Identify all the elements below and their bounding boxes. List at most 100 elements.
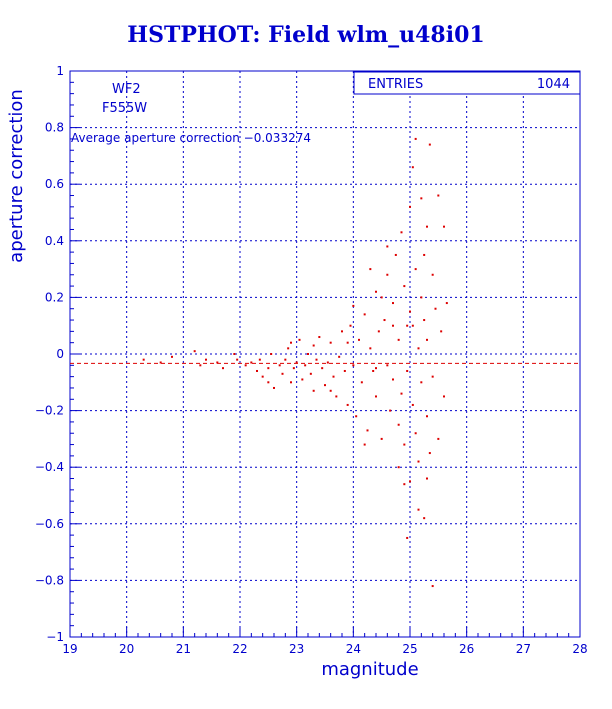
data-point (244, 364, 247, 367)
x-tick-label: 25 (402, 642, 417, 656)
data-point (332, 375, 335, 378)
data-point (312, 344, 315, 347)
data-point (281, 372, 284, 375)
data-point (423, 517, 426, 520)
data-point (295, 361, 298, 364)
stats-entries-label: ENTRIES (368, 77, 423, 92)
data-point (417, 460, 420, 463)
data-point (318, 336, 321, 339)
data-point (270, 353, 273, 355)
data-point (250, 361, 253, 364)
data-point (363, 313, 366, 316)
data-point (426, 225, 428, 228)
data-point (349, 324, 352, 327)
data-point (409, 310, 411, 313)
x-tick-label: 22 (232, 642, 247, 656)
average-annotation: Average aperture correction −0.033274 (71, 131, 311, 145)
data-point (386, 245, 389, 248)
data-point (375, 367, 377, 370)
data-point (346, 403, 349, 406)
data-point (142, 358, 145, 361)
y-tick-label: 0.8 (45, 121, 64, 135)
data-point (312, 389, 315, 392)
data-point (256, 369, 258, 372)
data-point (309, 372, 312, 375)
data-point (386, 364, 389, 367)
data-point (434, 307, 437, 310)
data-point (420, 197, 423, 200)
data-point (443, 225, 445, 228)
data-point (216, 361, 219, 364)
data-point (411, 403, 414, 406)
data-point (389, 409, 392, 412)
data-point (431, 585, 434, 588)
data-point (273, 386, 275, 389)
data-point (343, 369, 346, 372)
y-tick-label: −1 (46, 630, 64, 644)
data-point (372, 369, 375, 372)
x-axis-label: magnitude (321, 659, 418, 680)
x-tick-label: 24 (346, 642, 361, 656)
data-point (193, 350, 196, 353)
data-point (426, 477, 428, 480)
x-tick-label: 28 (572, 642, 587, 656)
data-point (236, 358, 239, 361)
data-point (397, 466, 400, 469)
y-tick-label: 0.6 (45, 177, 64, 191)
data-point (298, 338, 301, 341)
data-point (406, 369, 409, 372)
data-point (267, 381, 270, 384)
data-point (159, 361, 162, 364)
y-tick-label: 1 (56, 64, 64, 78)
data-point (304, 364, 307, 367)
data-point (426, 338, 428, 341)
data-point (403, 443, 406, 446)
data-point (403, 285, 406, 288)
data-point (326, 361, 329, 364)
data-point (341, 330, 343, 333)
data-point (377, 330, 380, 333)
data-point (417, 508, 420, 511)
data-point (366, 429, 369, 432)
data-point (397, 423, 400, 426)
data-point (423, 319, 426, 322)
data-point (445, 302, 448, 305)
data-point (258, 358, 261, 361)
data-point (400, 392, 403, 395)
data-point (431, 273, 434, 276)
data-point (428, 143, 431, 146)
data-point (278, 364, 281, 367)
data-point (171, 355, 173, 358)
y-tick-label: −0.8 (35, 573, 64, 587)
chart-title: HSTPHOT: Field wlm_u48i01 (127, 22, 485, 48)
y-tick-label: 0 (56, 347, 64, 361)
stats-entries-value: 1044 (537, 77, 570, 92)
y-tick-label: −0.4 (35, 460, 64, 474)
data-point (437, 437, 440, 440)
data-point (420, 296, 423, 299)
filter-annotation: F555W (102, 101, 147, 116)
data-point (321, 367, 324, 370)
data-point (301, 378, 304, 381)
data-point (423, 253, 426, 256)
y-tick-label: 0.4 (45, 234, 64, 248)
x-tick-label: 20 (119, 642, 134, 656)
data-point (307, 353, 309, 355)
data-point (375, 290, 377, 293)
data-point (406, 324, 409, 327)
data-point (392, 324, 394, 327)
y-tick-label: −0.2 (35, 404, 64, 418)
data-point (414, 137, 417, 140)
data-point (358, 338, 360, 341)
data-point (380, 437, 383, 440)
data-point (329, 389, 332, 392)
data-point (403, 483, 406, 486)
data-point (417, 347, 420, 350)
data-point (324, 384, 326, 387)
data-point (290, 341, 292, 344)
y-tick-label: −0.6 (35, 517, 64, 531)
data-point (355, 415, 358, 418)
data-point (315, 358, 318, 361)
data-point (409, 480, 411, 483)
